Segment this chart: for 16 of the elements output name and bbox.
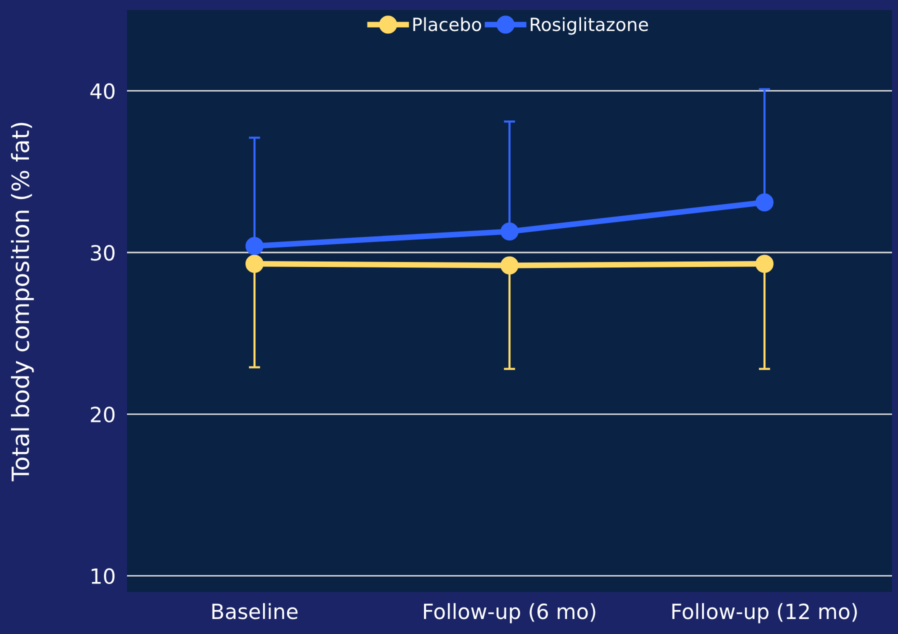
point — [755, 193, 774, 212]
y-tick-label: 10 — [92, 568, 115, 584]
point — [755, 254, 774, 273]
legend-label: Placebo — [413, 17, 482, 32]
point — [245, 237, 264, 256]
point — [245, 254, 264, 273]
x-tick-label: Follow-up (6 mo) — [424, 603, 596, 624]
y-axis-title: Total body composition (% fat) — [10, 122, 34, 482]
x-tick-label: Baseline — [212, 603, 298, 620]
point — [500, 222, 519, 241]
x-tick-label: Follow-up (12 mo) — [672, 603, 857, 624]
y-tick-label: 20 — [90, 406, 115, 422]
y-tick-label: 40 — [90, 83, 115, 100]
legend-label: Rosiglitazone — [530, 17, 648, 35]
point — [500, 256, 519, 274]
y-tick-label: 30 — [90, 244, 115, 261]
